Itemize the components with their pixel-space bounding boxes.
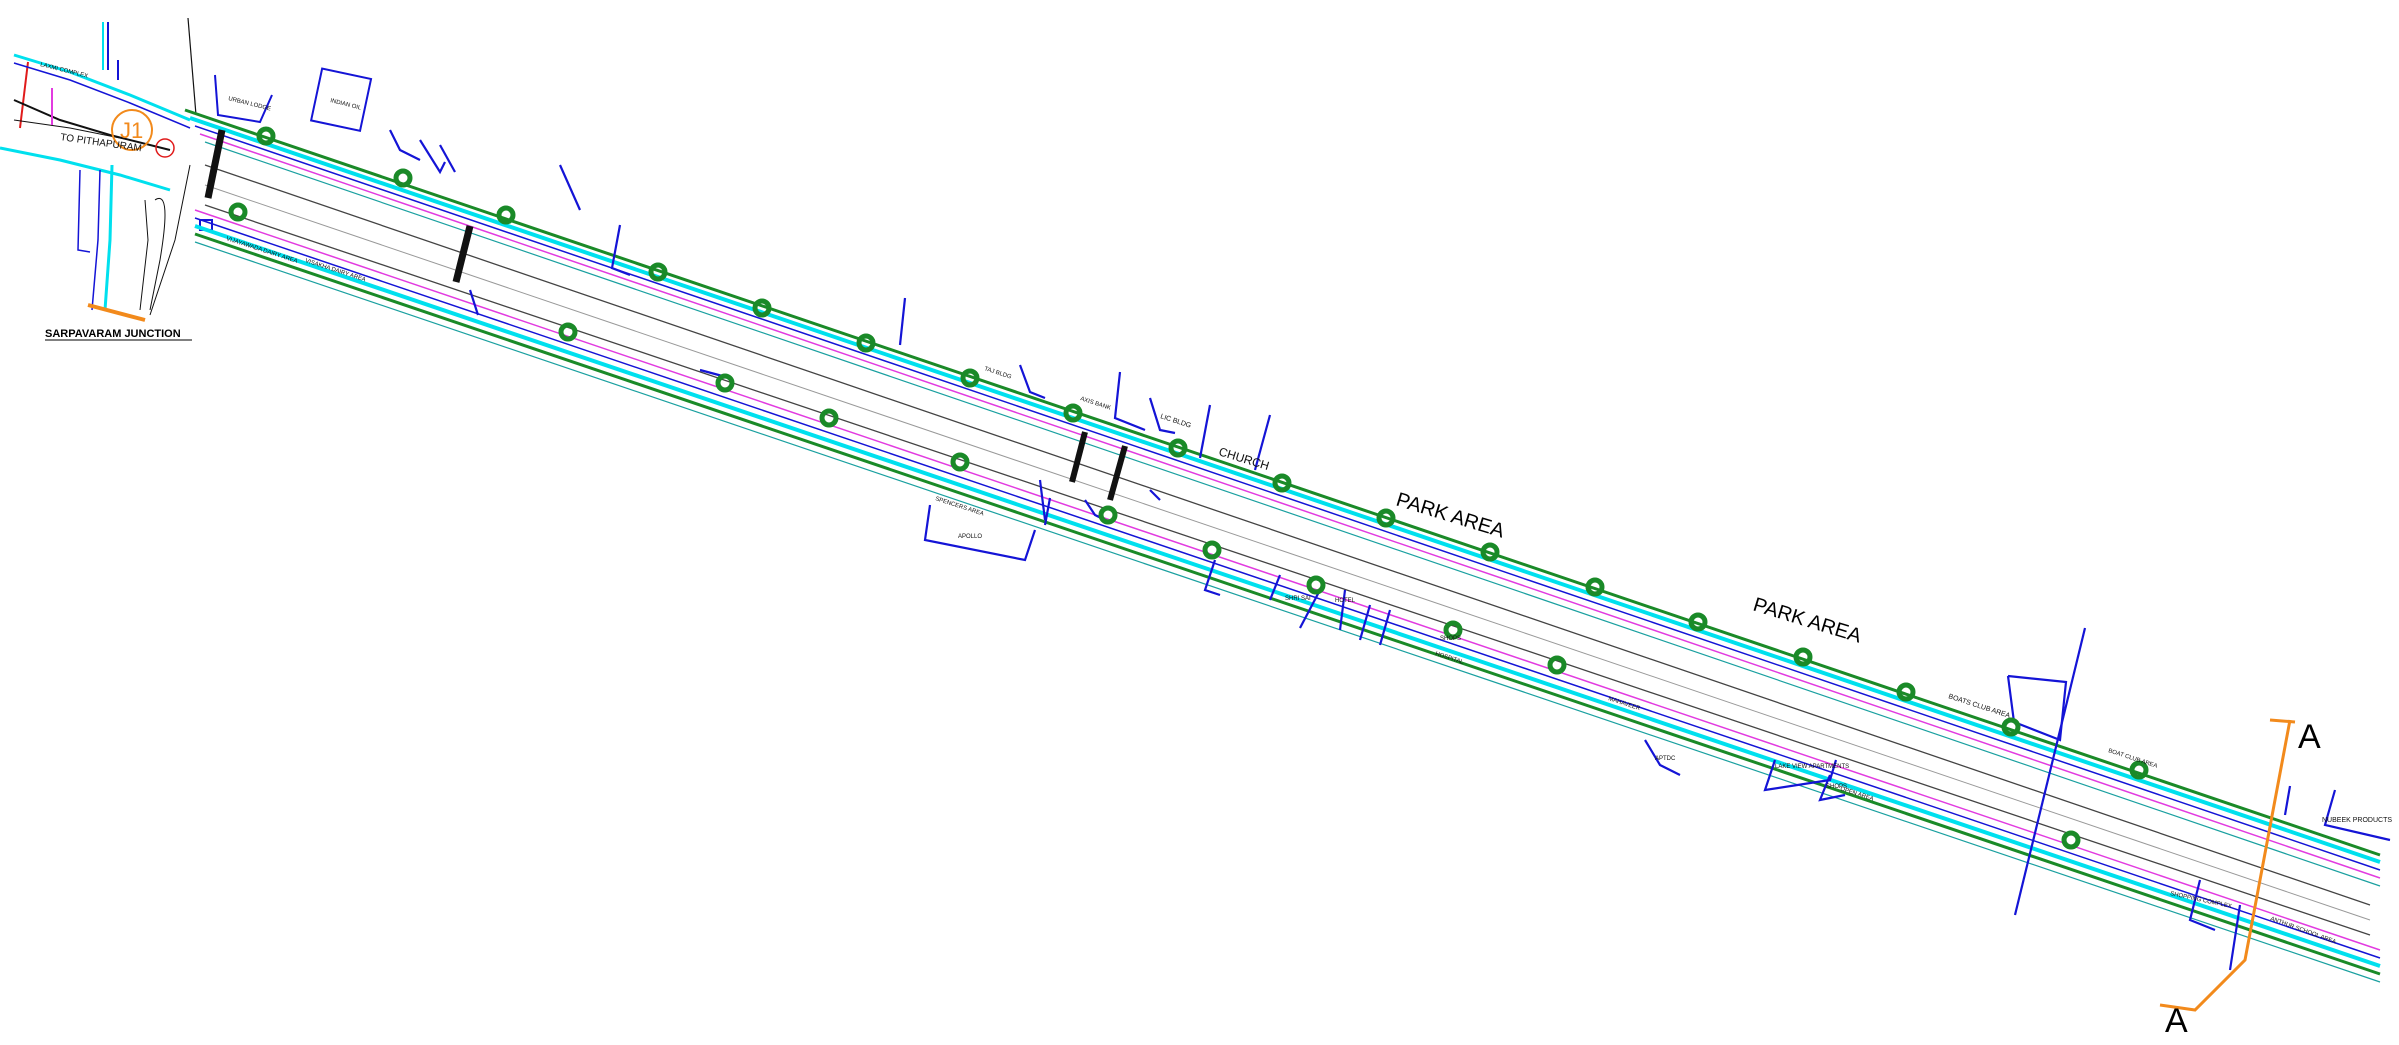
tree-marker	[856, 333, 876, 353]
junction-area: J1 TO PITHAPURAM SARPAVARAM JUNCTION	[0, 17, 373, 341]
tree-marker	[1168, 438, 1188, 458]
tree-marker	[2001, 717, 2021, 737]
tree-marker	[1547, 655, 1567, 675]
area-labels: PARK AREA PARK AREA CHURCH	[1217, 444, 1864, 647]
tree-marker	[496, 205, 516, 225]
building-label: SHOPS	[1440, 636, 1461, 642]
tree-marker	[228, 202, 248, 222]
tree-marker	[558, 322, 578, 342]
building-label: APOLLO	[958, 534, 982, 540]
tree-marker	[1306, 575, 1326, 595]
tree-marker	[256, 126, 276, 146]
road-corridor	[184, 108, 2381, 983]
south-boundaries	[468, 289, 2242, 971]
tree-marker	[819, 408, 839, 428]
tree-marker	[715, 373, 735, 393]
tree-marker	[1098, 505, 1118, 525]
junction-marker-label: J1	[120, 118, 143, 143]
section-marker-top: A	[2298, 718, 2321, 756]
building-label: HOTEL	[1335, 598, 1356, 604]
section-cut-line: A A	[2159, 718, 2321, 1040]
building-label: VISAKHA DAIRY AREA	[304, 258, 366, 283]
building-label: SHOPS	[1826, 784, 1847, 790]
tree-marker	[2129, 760, 2149, 780]
tree-marker	[1688, 612, 1708, 632]
building-label: BOATS CLUB AREA	[1947, 693, 2011, 720]
junction-title: SARPAVARAM JUNCTION	[45, 328, 181, 340]
section-marker-bottom: A	[2165, 1002, 2188, 1040]
building-label: APTDC	[1655, 756, 1676, 762]
tree-marker	[1585, 577, 1605, 597]
building-label: SHRI SAI	[1285, 596, 1311, 602]
tree-marker	[950, 452, 970, 472]
tree-marker	[752, 298, 772, 318]
building-label: LAXMI COMPLEX	[40, 62, 89, 80]
tree-marker	[2061, 830, 2081, 850]
tree-markers	[228, 126, 2149, 850]
building-label: AXIS BANK	[1079, 396, 1111, 411]
building-label: LIC BLDG	[1159, 413, 1192, 430]
building-label: INDIAN OIL	[330, 98, 363, 112]
tree-marker	[1896, 682, 1916, 702]
tree-marker	[393, 168, 413, 188]
tree-marker	[1063, 403, 1083, 423]
tree-marker	[1793, 647, 1813, 667]
tree-marker	[1480, 542, 1500, 562]
tree-marker	[1443, 620, 1463, 640]
building-label: NUBEEK PRODUCTS	[2322, 817, 2392, 824]
park-area-label-2: PARK AREA	[1751, 594, 1865, 648]
tree-marker	[648, 262, 668, 282]
building-label: TAJ BLDG	[983, 366, 1012, 381]
north-boundaries	[389, 129, 2391, 916]
tree-marker	[1272, 473, 1292, 493]
building-label: URBAN LODGE	[228, 96, 272, 112]
building-label: LAKE VIEW APARTMENTS	[1775, 764, 1849, 770]
tree-marker	[1376, 508, 1396, 528]
tree-marker	[1202, 540, 1222, 560]
tree-marker	[960, 368, 980, 388]
